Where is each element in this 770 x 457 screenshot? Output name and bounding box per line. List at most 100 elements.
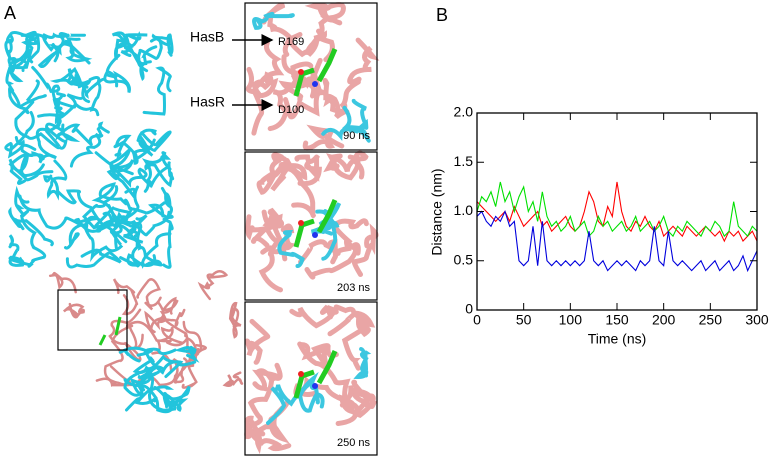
- backbone: [228, 301, 242, 339]
- backbone: [10, 34, 41, 72]
- backbone: [111, 165, 170, 189]
- annotation: HasB: [190, 29, 224, 45]
- backbone: [62, 302, 85, 319]
- backbone: [14, 185, 37, 250]
- backbone: [137, 37, 163, 66]
- x-tick-label: 150: [605, 312, 629, 328]
- backbone: [156, 296, 179, 321]
- atom: [312, 232, 318, 238]
- backbone: [14, 79, 61, 150]
- backbone: [65, 248, 122, 269]
- residue: [316, 199, 338, 234]
- backbone: [250, 223, 283, 293]
- backbone: [101, 186, 170, 215]
- backbone: [54, 98, 93, 125]
- backbone: [304, 239, 361, 280]
- atom: [298, 69, 304, 75]
- backbone: [43, 159, 68, 201]
- backbone: [94, 151, 135, 181]
- backbone: [341, 318, 371, 371]
- residue-label: R169: [278, 36, 304, 48]
- backbone: [64, 217, 119, 250]
- backbone: [48, 271, 77, 294]
- backbone: [321, 98, 369, 142]
- backbone: [267, 85, 304, 132]
- backbone: [4, 111, 35, 159]
- y-tick-label: 0.5: [454, 251, 474, 267]
- backbone: [83, 220, 124, 263]
- annotation: HasR: [190, 94, 225, 110]
- backbone: [132, 354, 197, 375]
- backbone: [285, 32, 335, 63]
- backbone: [131, 135, 154, 165]
- backbone: [222, 371, 244, 387]
- backbone: [112, 278, 139, 316]
- backbone: [144, 308, 186, 334]
- backbone: [126, 221, 157, 267]
- x-tick-label: 100: [559, 312, 583, 328]
- backbone: [141, 151, 172, 193]
- zoom-box: [57, 289, 128, 351]
- backbone: [260, 223, 296, 255]
- panel-label: B: [436, 5, 448, 25]
- backbone: [294, 154, 322, 187]
- backbone: [271, 152, 317, 218]
- backbone: [103, 53, 131, 93]
- inset-frame: [244, 2, 378, 151]
- backbone: [277, 230, 305, 268]
- backbone: [18, 194, 102, 230]
- x-tick-label: 50: [516, 312, 532, 328]
- backbone: [142, 66, 172, 116]
- backbone: [245, 40, 285, 96]
- x-axis-title: Time (ns): [588, 331, 647, 347]
- backbone: [290, 61, 317, 99]
- backbone: [266, 381, 318, 425]
- snapshot-time: 250 ns: [337, 437, 371, 449]
- backbone: [289, 304, 339, 329]
- y-tick-label: 1.5: [454, 153, 474, 169]
- inset-frame: [244, 301, 378, 456]
- backbone: [116, 206, 171, 237]
- backbone: [244, 415, 280, 455]
- backbone: [51, 36, 93, 63]
- backbone: [69, 121, 110, 168]
- inset-frame: [244, 151, 378, 301]
- backbone: [136, 278, 162, 311]
- y-axis-title: Distance (nm): [429, 168, 445, 255]
- backbone: [353, 347, 372, 380]
- data-line: [476, 181, 758, 243]
- backbone: [162, 217, 174, 269]
- atom: [312, 383, 318, 389]
- backbone: [5, 30, 47, 46]
- backbone: [123, 31, 149, 73]
- x-tick-label: 200: [652, 312, 676, 328]
- x-tick-label: 250: [699, 312, 723, 328]
- snapshot-time: 203 ns: [337, 282, 371, 294]
- atom: [298, 220, 304, 226]
- backbone: [327, 304, 376, 337]
- backbone: [144, 161, 175, 188]
- backbone: [244, 318, 271, 365]
- backbone: [323, 150, 369, 181]
- backbone: [44, 116, 68, 150]
- backbone: [150, 343, 207, 387]
- backbone: [315, 209, 340, 261]
- backbone: [283, 57, 324, 120]
- y-tick-label: 2.0: [454, 104, 474, 120]
- backbone: [49, 66, 91, 104]
- backbone: [91, 182, 140, 221]
- backbone: [7, 57, 27, 83]
- molecule-drawing: [4, 2, 380, 455]
- backbone: [270, 158, 308, 192]
- backbone: [174, 345, 200, 363]
- backbone: [251, 11, 295, 30]
- plot-frame: [476, 112, 758, 311]
- backbone: [326, 153, 365, 180]
- backbone: [55, 123, 104, 147]
- backbone: [70, 76, 102, 117]
- backbone: [136, 128, 172, 152]
- backbone: [137, 365, 164, 392]
- residue: [316, 48, 338, 83]
